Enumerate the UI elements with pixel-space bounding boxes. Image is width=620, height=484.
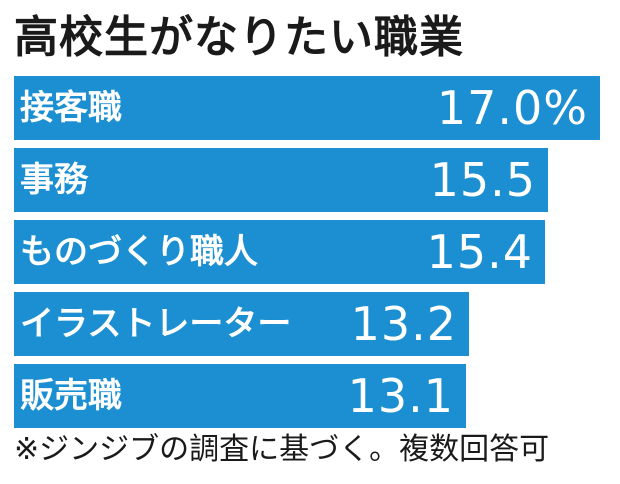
chart-title: 高校生がなりたい職業 bbox=[14, 12, 464, 63]
bar bbox=[14, 292, 469, 356]
bar-value-label: 15.4 bbox=[426, 225, 533, 279]
bar-category-label: 販売職 bbox=[20, 376, 122, 416]
bar-value-label: 13.1 bbox=[347, 369, 454, 423]
bar-category-label: 事務 bbox=[20, 160, 88, 200]
bar-category-label: 接客職 bbox=[20, 88, 122, 128]
bar bbox=[14, 76, 600, 140]
bar-value-label: 15.5 bbox=[429, 153, 536, 207]
bar bbox=[14, 220, 545, 284]
bar-value-label: 17.0% bbox=[436, 81, 588, 135]
bar-category-label: イラストレーター bbox=[20, 304, 292, 344]
bar-category-label: ものづくり職人 bbox=[20, 232, 258, 272]
bar-value-label: 13.2 bbox=[350, 297, 457, 351]
chart-footnote: ※ジンジブの調査に基づく。複数回答可 bbox=[14, 432, 550, 467]
bar bbox=[14, 148, 548, 212]
bar bbox=[14, 364, 466, 428]
